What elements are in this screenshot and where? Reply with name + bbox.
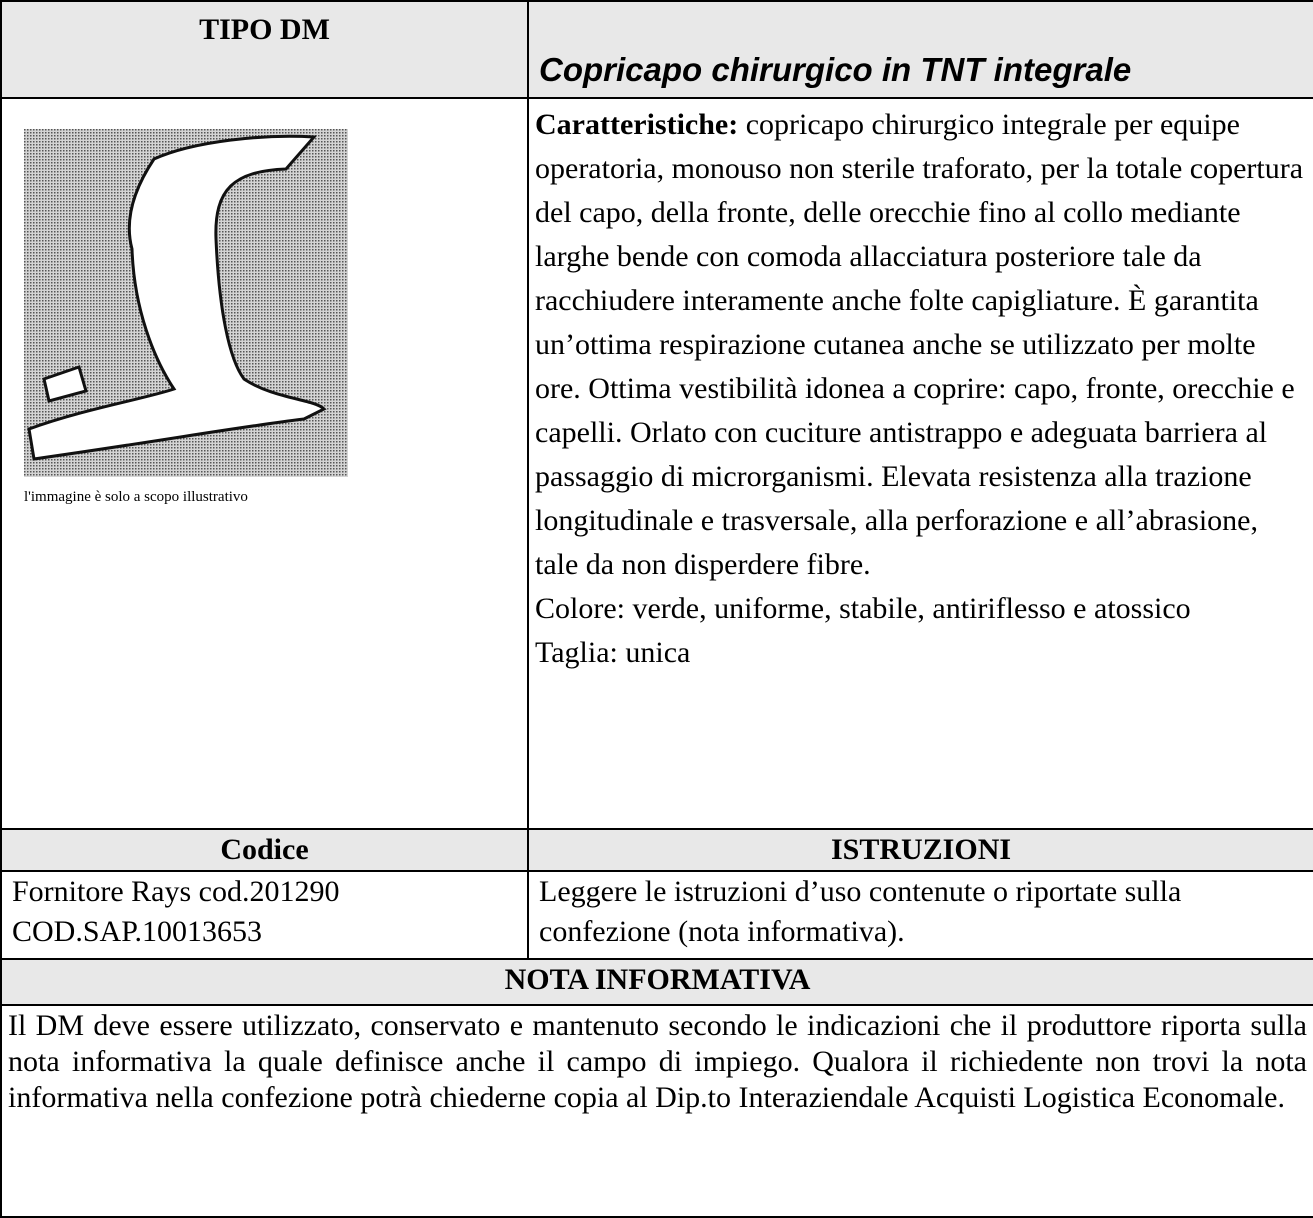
image-caption: l'immagine è solo a scopo illustrativo — [24, 489, 248, 505]
product-image — [24, 129, 348, 477]
description-label: Caratteristiche: — [535, 108, 739, 141]
istruzioni-text: Leggere le istruzioni d’uso contenute o … — [527, 870, 1313, 960]
codice-line: COD.SAP.10013653 — [12, 915, 263, 948]
type-label: TIPO DM — [0, 0, 529, 99]
description-cell: Caratteristiche: copricapo chirurgico in… — [527, 97, 1313, 830]
codice-line: Fornitore Rays cod.201290 — [12, 875, 340, 908]
codice-cell: Fornitore Rays cod.201290 COD.SAP.100136… — [0, 870, 529, 960]
color-line: Colore: verde, uniforme, stabile, antiri… — [535, 592, 1191, 625]
size-line: Taglia: unica — [535, 636, 691, 669]
product-name: Copricapo chirurgico in TNT integrale — [539, 51, 1132, 88]
nota-header: NOTA INFORMATIVA — [0, 958, 1313, 1006]
description: Caratteristiche: copricapo chirurgico in… — [535, 103, 1307, 587]
istruzioni-header: ISTRUZIONI — [527, 828, 1313, 872]
codice-header: Codice — [0, 828, 529, 872]
description-text: copricapo chirurgico integrale per equip… — [535, 108, 1304, 581]
product-cell: Copricapo chirurgico in TNT integrale — [527, 0, 1313, 99]
image-cell: l'immagine è solo a scopo illustrativo — [0, 97, 529, 830]
nota-text: Il DM deve essere utilizzato, conservato… — [0, 1004, 1313, 1218]
